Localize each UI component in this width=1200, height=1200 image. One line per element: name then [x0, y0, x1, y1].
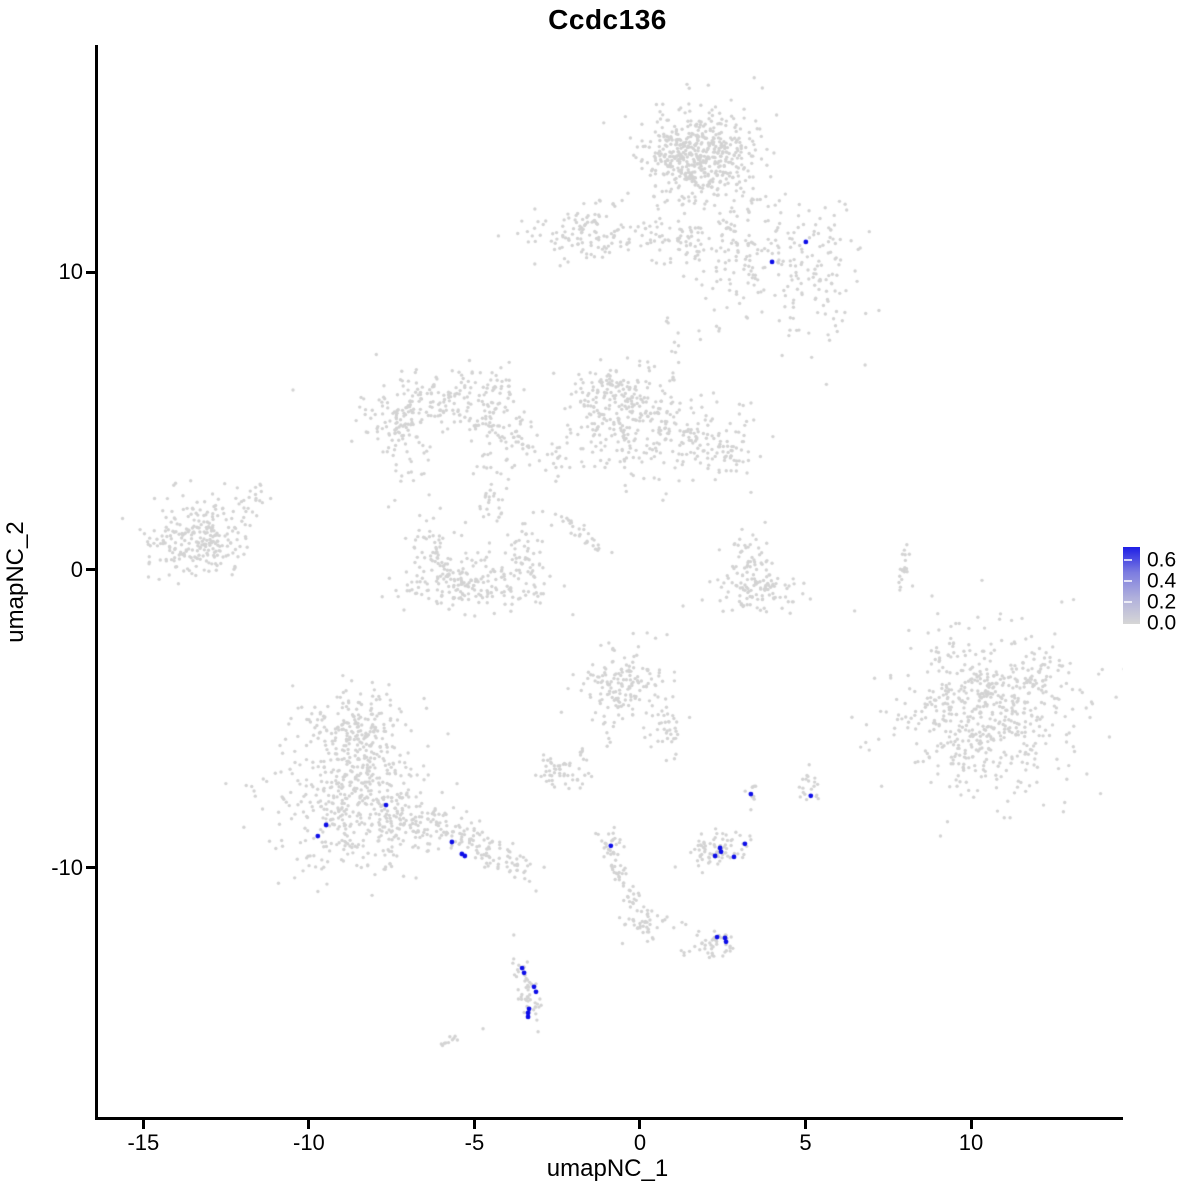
x-tick-mark	[472, 1120, 476, 1129]
legend-tick-mark	[1124, 580, 1132, 582]
x-tick-mark	[969, 1120, 973, 1129]
x-tick-label: 10	[958, 1130, 984, 1155]
legend-tick-label: 0.4	[1147, 569, 1177, 593]
y-axis-label: umapNC_2	[2, 521, 29, 643]
legend-tick-mark	[1124, 559, 1132, 561]
legend-colorbar	[1123, 547, 1140, 624]
x-tick-mark	[141, 1120, 145, 1129]
y-tick-label: 10	[58, 259, 83, 285]
x-tick-label: -15	[127, 1130, 160, 1155]
y-tick-mark	[86, 568, 95, 572]
y-tick-mark	[86, 866, 95, 870]
legend-tick-label: 0.6	[1147, 548, 1177, 572]
y-tick-label: -10	[51, 854, 83, 880]
x-tick-mark	[307, 1120, 311, 1129]
plot-panel	[95, 45, 1123, 1120]
y-tick-mark	[86, 270, 95, 274]
legend-tick-label: 0.2	[1147, 590, 1177, 614]
x-tick-label: 5	[799, 1130, 812, 1155]
x-tick-label: -5	[464, 1130, 485, 1155]
y-tick-label: 0	[70, 556, 83, 582]
legend-tick-label: 0.0	[1147, 611, 1177, 635]
x-tick-mark	[804, 1120, 807, 1129]
plot-title: Ccdc136	[548, 4, 667, 35]
x-axis-label: umapNC_1	[546, 1155, 669, 1182]
x-tick-label: -10	[292, 1130, 325, 1155]
x-tick-label: 0	[633, 1130, 647, 1155]
scatter-canvas	[98, 45, 1123, 1117]
legend-tick-mark	[1124, 601, 1132, 603]
x-tick-mark	[638, 1120, 642, 1129]
